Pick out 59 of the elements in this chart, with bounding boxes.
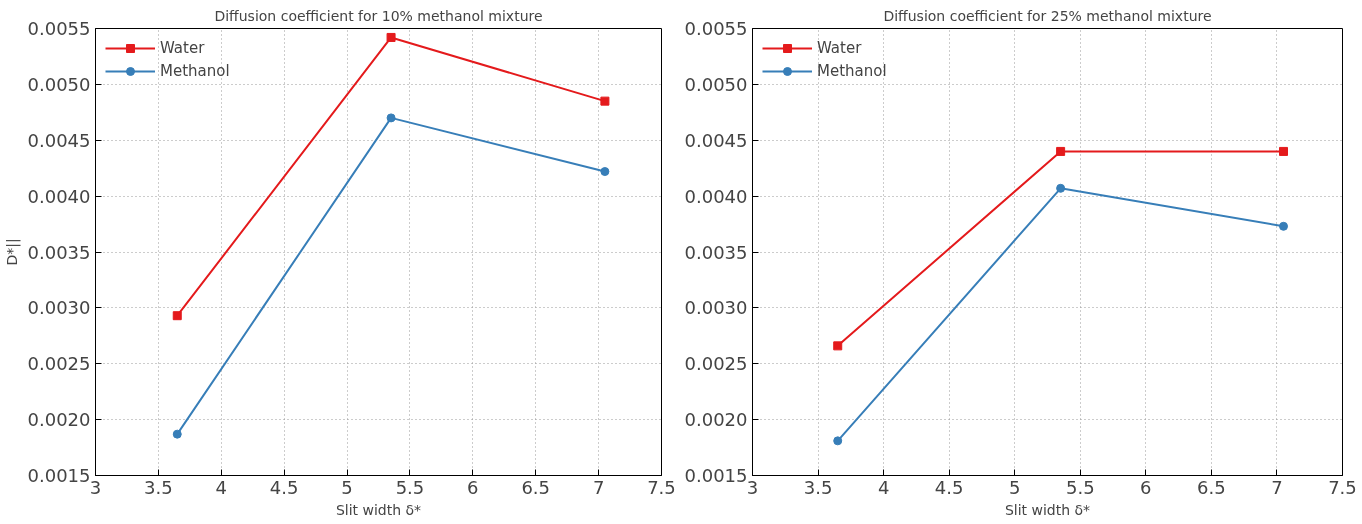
x-tick-label: 7.5 xyxy=(647,476,676,498)
y-tick-label: 0.0015 xyxy=(27,465,91,486)
x-tick-label: 7 xyxy=(592,476,605,498)
y-tick-label: 0.0050 xyxy=(684,73,748,95)
y-tick-label: 0.0045 xyxy=(27,129,91,151)
x-tick-label: 4.5 xyxy=(934,476,964,498)
y-tick-label: 0.0040 xyxy=(684,185,748,207)
legend-label: Methanol xyxy=(817,62,887,80)
point xyxy=(172,311,182,321)
y-tick-label: 0.0050 xyxy=(27,73,91,95)
point xyxy=(1056,183,1066,193)
point xyxy=(1056,146,1066,156)
x-tick-label: 5 xyxy=(1009,476,1021,498)
y-tick-label: 0.0040 xyxy=(27,185,91,207)
x-axis-title: Slit width δ* xyxy=(335,501,422,518)
y-tick-label: 0.0030 xyxy=(684,297,748,319)
x-tick-label: 6 xyxy=(1140,476,1152,498)
y-tick-label: 0.0055 xyxy=(684,18,748,39)
x-tick-label: 3 xyxy=(89,476,102,498)
point xyxy=(386,113,396,123)
legend-label: Water xyxy=(160,39,205,57)
x-tick-label: 5.5 xyxy=(395,476,425,498)
point xyxy=(386,32,396,42)
x-tick-label: 4 xyxy=(215,476,227,498)
point xyxy=(833,341,843,351)
y-tick-label: 0.0030 xyxy=(27,297,91,319)
y-tick-label: 0.0015 xyxy=(684,465,748,486)
x-tick-label: 7 xyxy=(1271,476,1283,498)
x-tick-label: 5.5 xyxy=(1065,476,1095,498)
x-tick-label: 3.5 xyxy=(803,476,833,498)
chart-title: Diffusion coefficient for 25% methanol mixture xyxy=(883,7,1212,24)
point xyxy=(172,429,182,439)
x-tick-label: 4 xyxy=(877,476,890,498)
x-axis-title: Slit width δ* xyxy=(1004,501,1091,518)
x-tick-label: 5 xyxy=(341,476,353,498)
y-tick-label: 0.0020 xyxy=(684,409,748,431)
legend-label: Water xyxy=(817,39,862,57)
point xyxy=(600,96,610,106)
x-tick-label: 6.5 xyxy=(521,476,551,498)
y-tick-label: 0.0025 xyxy=(27,353,91,375)
legend-label: Methanol xyxy=(160,62,230,80)
y-tick-label: 0.0055 xyxy=(27,18,91,39)
chart-title: Diffusion coefficient for 10% methanol mixture xyxy=(214,7,543,24)
x-tick-label: 3 xyxy=(746,476,759,498)
y-tick-label: 0.0035 xyxy=(27,241,91,263)
point xyxy=(833,436,843,446)
x-tick-label: 3.5 xyxy=(144,476,173,498)
x-tick-label: 6 xyxy=(467,476,479,498)
y-tick-label: 0.0045 xyxy=(684,129,748,151)
y-tick-label: 0.0035 xyxy=(684,241,748,263)
point xyxy=(1279,221,1288,231)
y-axis-title: D*|| xyxy=(3,238,21,266)
y-tick-label: 0.0020 xyxy=(27,409,91,431)
point xyxy=(600,167,610,177)
y-tick-label: 0.0025 xyxy=(684,353,748,375)
x-tick-label: 6.5 xyxy=(1197,476,1226,498)
x-tick-label: 4.5 xyxy=(269,476,299,498)
x-tick-label: 7.5 xyxy=(1328,476,1357,498)
point xyxy=(1279,146,1288,156)
